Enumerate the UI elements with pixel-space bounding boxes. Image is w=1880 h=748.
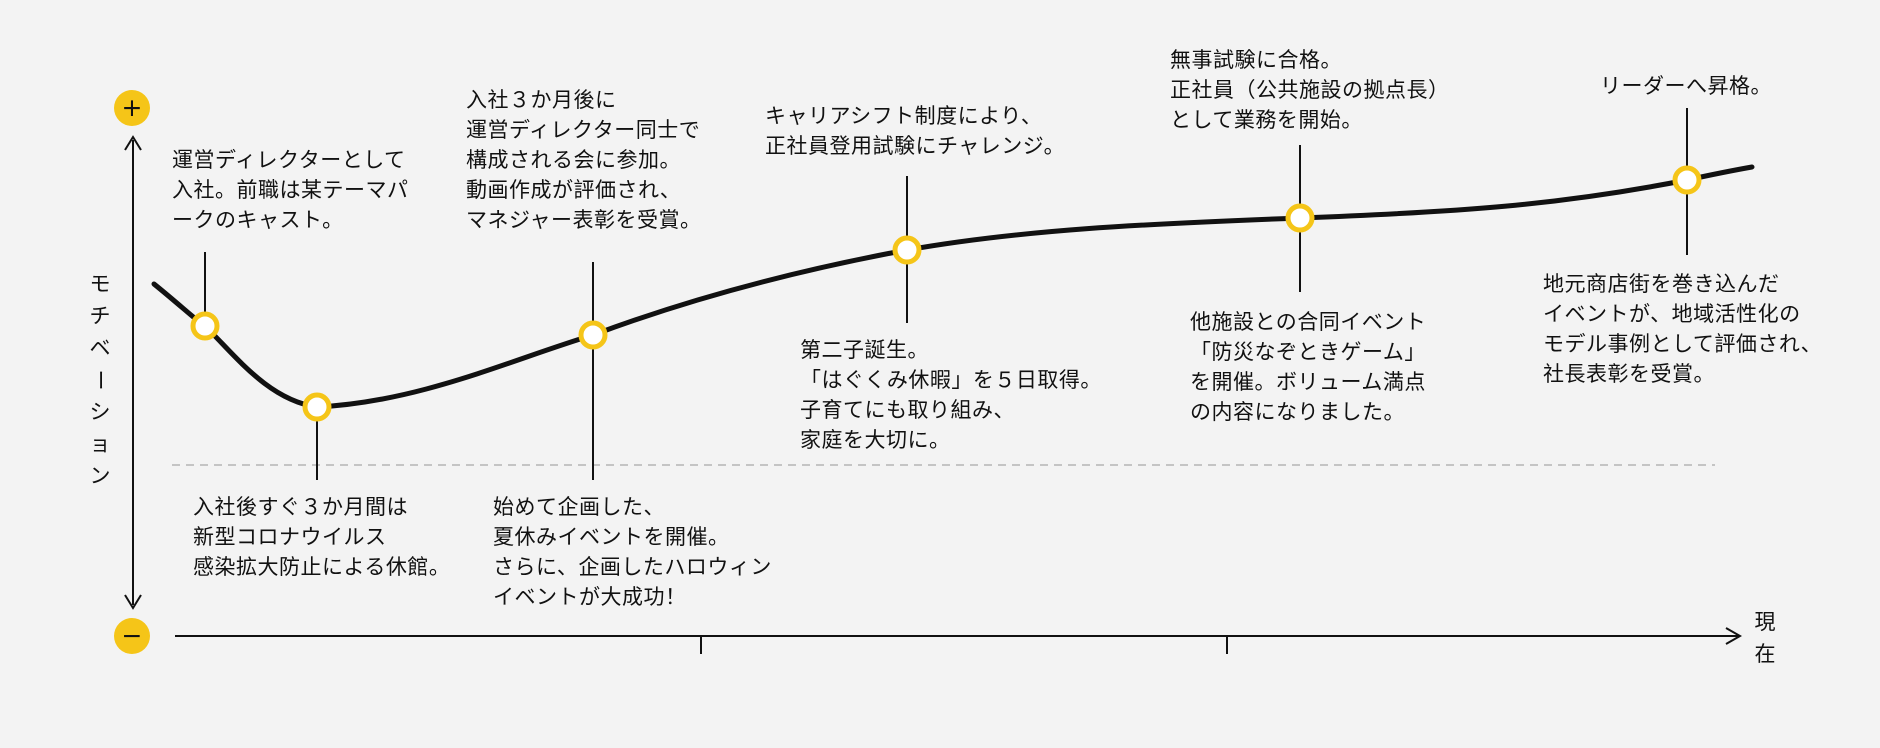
event-2-note-line-3: 感染拡大防止による休館。 [193, 555, 451, 579]
event-1-note-line-3: ークのキャスト。 [172, 208, 344, 232]
event-2-note-line-2: 新型コロナウイルス [193, 525, 387, 549]
x-axis-label: 現在 [1752, 606, 1778, 670]
event-1-note-line-1: 運営ディレクターとして [172, 148, 406, 172]
event-3-note-below-line-2: 夏休みイベントを開催。 [493, 525, 730, 549]
event-marker-2 [302, 392, 332, 422]
event-5-note-line-1: 無事試験に合格。 [1170, 48, 1342, 72]
plus-icon: + [122, 93, 143, 122]
event-2-note: 入社後すぐ３か月間は 新型コロナウイルス感染拡大防止による休館。 [193, 492, 450, 582]
event-5-note-below-line-4: の内容になりました。 [1190, 400, 1405, 424]
event-3-note-line-2: 運営ディレクター同士で [466, 118, 701, 142]
x-axis-label-char-1: 現 [1754, 610, 1776, 634]
event-3-note-line-5: マネジャー表彰を受賞。 [466, 208, 702, 232]
event-3-note-below-line-4: イベントが大成功！ [493, 585, 687, 609]
event-5-note: 無事試験に合格。正社員（公共施設の拠点長） として業務を開始。 [1170, 45, 1450, 135]
event-2-note-line-1: 入社後すぐ３か月間は [193, 495, 408, 519]
event-6-note-below-line-1: 地元商店街を巻き込んだ [1543, 272, 1780, 296]
y-axis-label-char-7: ン [89, 464, 111, 488]
x-axis-label-char-2: 在 [1754, 642, 1776, 666]
y-axis-label: モチベーション [87, 268, 113, 492]
event-marker-1 [190, 311, 220, 341]
event-6-note-below: 地元商店街を巻き込んだ イベントが、地域活性化の モデル事例として評価され、 社長表彰… [1543, 269, 1822, 389]
minus-badge [114, 618, 150, 654]
y-axis-label-char-4: ー [88, 369, 112, 391]
event-4-note-below-line-2: 「はぐくみ休暇」を５日取得。 [800, 368, 1102, 392]
event-3-note-line-3: 構成される会に参加。 [466, 148, 681, 172]
event-4-note-below-line-1: 第二子誕生。 [800, 338, 929, 362]
event-marker-6 [1672, 165, 1702, 195]
motivation-line [151, 164, 1755, 410]
y-axis-label-char-3: ベ [89, 336, 111, 360]
event-3-note-below: 始めて企画した、夏休みイベントを開催。さらに、企画したハロウィン イベントが大成功… [493, 492, 772, 612]
event-marker-5 [1285, 203, 1315, 233]
event-6-note: リーダーへ昇格。 [1600, 71, 1772, 101]
event-3-note-line-1: 入社３か月後に [466, 88, 617, 112]
event-5-note-below: 他施設との合同イベント 「防災なぞときゲーム」 を開催。ボリューム満点 の内容になりま… [1190, 307, 1426, 427]
y-axis-label-char-1: モ [89, 272, 111, 296]
event-3-note-below-line-1: 始めて企画した、 [493, 495, 665, 519]
event-marker-4 [892, 235, 922, 265]
minus-icon: − [122, 621, 143, 650]
event-3-note-line-4: 動画作成が評価され、 [466, 178, 682, 202]
event-4-note-line-1: キャリアシフト制度により、 [765, 104, 1043, 128]
x-axis-arrow [1725, 627, 1743, 645]
event-3-note-below-line-3: さらに、企画したハロウィン [493, 555, 772, 579]
event-5-note-below-line-1: 他施設との合同イベント [1190, 310, 1427, 334]
y-axis-label-char-6: ョ [89, 432, 111, 456]
event-5-note-line-3: として業務を開始。 [1170, 108, 1363, 132]
event-4-note: キャリアシフト制度により、 正社員登用試験にチャレンジ。 [765, 101, 1065, 161]
y-axis-label-char-2: チ [89, 304, 111, 328]
event-3-note: 入社３か月後に運営ディレクター同士で 構成される会に参加。 動画作成が評価され、 マネ… [466, 85, 701, 235]
event-4-note-below-line-4: 家庭を大切に。 [800, 428, 951, 452]
event-4-note-below-line-3: 子育てにも取り組み、 [800, 398, 1015, 422]
plus-badge [114, 90, 150, 126]
event-1-note: 運営ディレクターとして 入社。前職は某テーマパ ークのキャスト。 [172, 145, 409, 235]
event-1-note-line-2: 入社。前職は某テーマパ [172, 178, 409, 202]
event-6-note-below-line-2: イベントが、地域活性化の [1543, 302, 1801, 326]
event-5-note-below-line-3: を開催。ボリューム満点 [1190, 370, 1426, 394]
event-6-note-line-1: リーダーへ昇格。 [1600, 74, 1772, 98]
event-4-note-below: 第二子誕生。「はぐくみ休暇」を５日取得。 子育てにも取り組み、 家庭を大切に。 [800, 335, 1102, 455]
event-5-note-below-line-2: 「防災なぞときゲーム」 [1190, 340, 1426, 364]
event-4-note-line-2: 正社員登用試験にチャレンジ。 [765, 134, 1066, 158]
y-axis-label-char-5: シ [89, 400, 111, 424]
event-6-note-below-line-3: モデル事例として評価され、 [1543, 332, 1823, 356]
event-marker-3 [578, 320, 608, 350]
y-axis-arrow-bottom [124, 594, 142, 610]
event-6-note-below-line-4: 社長表彰を受賞。 [1543, 362, 1715, 386]
y-axis-arrow-top [124, 135, 142, 151]
event-5-note-line-2: 正社員（公共施設の拠点長） [1170, 78, 1450, 102]
